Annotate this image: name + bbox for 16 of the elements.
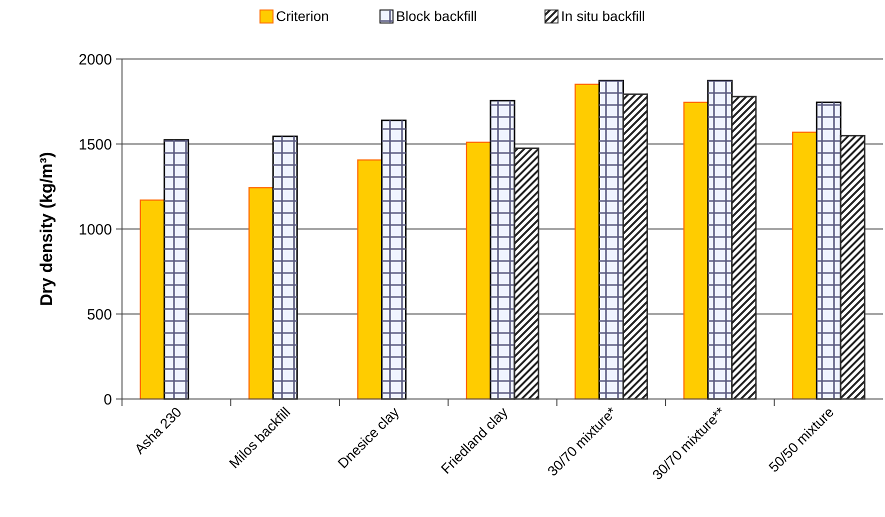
y-axis-title: Dry density (kg/m³) xyxy=(37,152,56,306)
bar xyxy=(683,102,709,400)
legend-label: Criterion xyxy=(276,8,329,24)
bar xyxy=(140,200,165,400)
legend-label: Block backfill xyxy=(396,8,477,24)
y-tick-label: 500 xyxy=(86,306,112,324)
bar xyxy=(357,159,382,400)
y-tick-label: 2000 xyxy=(78,51,112,68)
y-tick-label: 1000 xyxy=(78,221,112,238)
bar xyxy=(792,132,818,400)
bar xyxy=(248,187,274,400)
bar xyxy=(574,84,600,400)
y-tick-label: 0 xyxy=(104,391,112,408)
legend-label: In situ backfill xyxy=(561,8,646,24)
y-tick-label: 1500 xyxy=(78,136,112,154)
bar xyxy=(466,142,492,400)
